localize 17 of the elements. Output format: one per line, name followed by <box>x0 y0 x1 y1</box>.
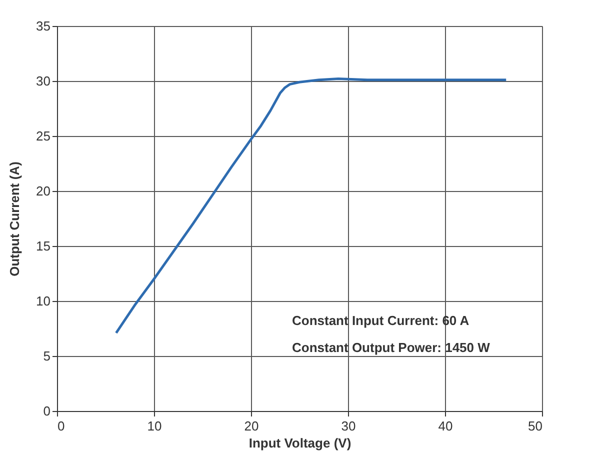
line-series <box>114 78 508 334</box>
x-tick-label: 20 <box>244 418 259 434</box>
y-tick-label: 10 <box>36 294 50 308</box>
x-tick-label: 40 <box>438 418 453 434</box>
y-tick-label: 5 <box>43 348 50 364</box>
x-tick-label: 10 <box>147 418 162 434</box>
y-tick-label: 0 <box>43 404 50 418</box>
x-tick-label: 50 <box>528 418 542 434</box>
y-tick-label: 35 <box>36 18 50 34</box>
y-tick-label: 25 <box>36 128 50 144</box>
x-tick-label: 30 <box>341 418 356 434</box>
y-tick-label: 30 <box>36 74 50 88</box>
x-axis-title: Input Voltage (V) <box>248 436 352 450</box>
y-tick-label: 15 <box>36 238 50 254</box>
y-tick-label: 20 <box>36 184 50 198</box>
x-tick-label: 0 <box>58 418 65 434</box>
y-axis-title: Output Current (A) <box>7 162 22 276</box>
